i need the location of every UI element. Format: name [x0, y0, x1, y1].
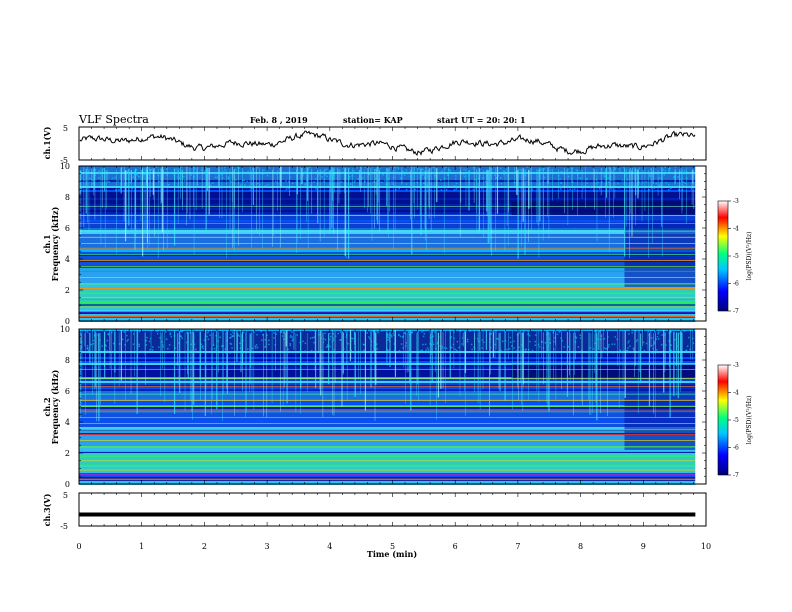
ch2-spec-ylabel-channel: ch.2 [42, 397, 52, 416]
ch3-ylabel: ch.3(V) [42, 493, 52, 526]
ch1-waveform-panel: 5 -5 ch.1(V) [42, 124, 707, 165]
ch2-spectrogram-panel: 0 2 4 6 8 10 ch.2 Frequency (kHz) [42, 325, 707, 489]
xtick-label: 2 [202, 542, 207, 551]
colorbar-tick-label: -4 [733, 390, 739, 397]
xtick-label: 6 [453, 542, 458, 551]
ch3-ytick-bottom: -5 [60, 522, 68, 531]
ch3-ytick-top: 5 [63, 491, 68, 500]
ch1-spec-ylabel-channel: ch.1 [42, 234, 52, 253]
ch1-waveform-line [79, 130, 696, 157]
ch2-spec-ylabel-freq: Frequency (kHz) [50, 369, 60, 444]
colorbar-tick-label: -3 [733, 362, 739, 369]
ytick-label: 8 [65, 193, 70, 202]
ytick-label: 0 [65, 317, 70, 326]
ytick-label: 6 [65, 224, 70, 233]
colorbar-tick-label: -4 [733, 226, 739, 233]
ch1-spec-ylabel-freq: Frequency (kHz) [50, 206, 60, 281]
ch1-ytick-bottom: -5 [60, 156, 68, 165]
ch2-spectrogram-heatmap [79, 329, 706, 485]
xtick-label: 3 [265, 542, 270, 551]
time-axis-label: Time (min) [367, 549, 417, 559]
colorbar-tick-label: -6 [733, 445, 739, 452]
ytick-label: 2 [65, 449, 70, 458]
xtick-label: 5 [390, 542, 395, 551]
xtick-label: 9 [641, 542, 646, 551]
figure-title: VLF Spectra [78, 113, 149, 126]
date-label: Feb. 8 , 2019 [250, 115, 308, 125]
station-label: station= KAP [343, 115, 403, 125]
xtick-label: 7 [515, 542, 520, 551]
colorbar-tick-label: -7 [733, 472, 739, 479]
ytick-label: 0 [65, 480, 70, 489]
ytick-label: 8 [65, 356, 70, 365]
ytick-label: 10 [60, 162, 70, 171]
ch2-colorbar-label: log(PSD)(V²/Hz) [746, 396, 753, 445]
ytick-label: 2 [65, 286, 70, 295]
ch2-colorbar: -3 -4 -5 -6 -7 log(PSD)(V²/Hz) [717, 362, 753, 479]
ch1-colorbar: -3 -4 -5 -6 -7 log(PSD)(V²/Hz) [717, 198, 753, 315]
xtick-label: 0 [76, 542, 81, 551]
xtick-label: 4 [327, 542, 332, 551]
time-axis: 0 1 2 3 4 5 6 7 8 9 10 [76, 542, 711, 551]
xtick-label: 1 [139, 542, 144, 551]
xtick-label: 8 [578, 542, 583, 551]
start-time-label: start UT = 20: 20: 1 [437, 115, 526, 125]
colorbar-tick-label: -7 [733, 308, 739, 315]
ch3-waveform-panel: 5 -5 ch.3(V) [42, 491, 707, 531]
ytick-label: 4 [65, 418, 70, 427]
ch1-spectrogram-heatmap [79, 166, 706, 322]
ch1-ytick-top: 5 [63, 124, 68, 133]
colorbar-tick-label: -5 [733, 417, 739, 424]
ytick-label: 6 [65, 387, 70, 396]
xtick-label: 10 [701, 542, 711, 551]
colorbar-tick-label: -6 [733, 281, 739, 288]
ch1-spectrogram-panel: 0 2 4 6 8 10 ch.1 Frequency (kHz) [42, 162, 707, 326]
ytick-label: 4 [65, 255, 70, 264]
colorbar-tick-label: -5 [733, 253, 739, 260]
ytick-label: 10 [60, 325, 70, 334]
ch1-ylabel: ch.1(V) [42, 126, 52, 159]
ch1-colorbar-label: log(PSD)(V²/Hz) [746, 232, 753, 281]
colorbar-tick-label: -3 [733, 198, 739, 205]
